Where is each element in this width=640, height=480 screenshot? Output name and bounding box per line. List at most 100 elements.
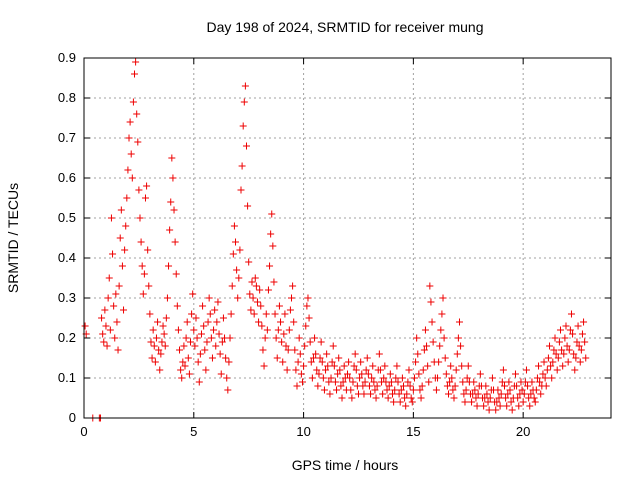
data-point [551,334,559,342]
data-point [482,382,490,390]
data-point [318,358,326,366]
data-point [435,358,443,366]
data-point [554,354,562,362]
data-point [493,398,501,406]
data-point [384,394,392,402]
data-point [269,242,277,250]
data-point [506,386,514,394]
data-point [522,366,530,374]
data-point [199,302,207,310]
data-point [334,370,342,378]
data-point [174,326,182,334]
data-point [230,222,238,230]
data-point [123,194,131,202]
data-point [419,366,427,374]
data-point [577,346,585,354]
data-point [369,362,377,370]
data-point [527,390,535,398]
data-point [349,378,357,386]
data-point [417,394,425,402]
data-point [105,274,113,282]
data-point [215,330,223,338]
data-point [301,342,309,350]
data-point [277,318,285,326]
data-point [368,374,376,382]
x-tick-label: 5 [190,424,197,439]
data-point [563,342,571,350]
data-point [348,394,356,402]
data-point [242,142,250,150]
data-point [526,402,534,410]
data-point [127,150,135,158]
data-point [156,366,164,374]
x-tick-label: 10 [296,424,310,439]
data-point [201,346,209,354]
data-point [480,402,488,410]
data-point [294,358,302,366]
data-point [314,382,322,390]
data-point [129,98,137,106]
data-point [210,326,218,334]
data-point [412,358,420,366]
data-point [146,310,154,318]
data-point [278,338,286,346]
data-point [564,358,572,366]
data-point [272,334,280,342]
data-point [392,374,400,382]
data-point [193,334,201,342]
data-point [252,282,260,290]
data-point [389,390,397,398]
x-tick-label: 0 [80,424,87,439]
data-point [357,358,365,366]
data-point [104,294,112,302]
tick-labels: 0 5 10 15 20 0 0.1 0.2 0.3 0.4 0.5 0.6 0.7 0.8 0.9 [58,50,530,439]
data-point [240,98,248,106]
data-point [233,266,241,274]
data-point [182,334,190,342]
data-point [454,334,462,342]
data-point [253,298,261,306]
data-point [148,354,156,362]
data-point [212,342,220,350]
data-point [426,282,434,290]
data-point [258,322,266,330]
data-point [322,366,330,374]
data-point [399,382,407,390]
data-point [453,350,461,358]
data-point [413,334,421,342]
data-point [365,382,373,390]
data-point [261,334,269,342]
data-point [561,334,569,342]
data-point [117,206,125,214]
data-point [246,290,254,298]
data-point [297,370,305,378]
data-point [267,230,275,238]
data-point [424,362,432,370]
data-point [446,378,454,386]
data-point [458,362,466,370]
data-point [320,386,328,394]
data-point [206,310,214,318]
data-point [154,318,162,326]
data-point [232,238,240,246]
data-point [284,346,292,354]
data-point [305,314,313,322]
data-point [498,378,506,386]
data-point [571,366,579,374]
data-point [441,354,449,362]
y-tick-label: 0 [69,410,76,425]
data-point [132,58,140,66]
grid-lines [84,58,611,418]
data-point [443,382,451,390]
data-point [531,398,539,406]
data-point [111,334,119,342]
data-point [457,342,465,350]
data-point [218,338,226,346]
data-point [270,278,278,286]
data-point [391,386,399,394]
y-axis-label: SRMTID / TECUs [5,183,21,293]
data-point [436,342,444,350]
data-point [582,354,590,362]
data-point [244,202,252,210]
data-point [126,118,134,126]
